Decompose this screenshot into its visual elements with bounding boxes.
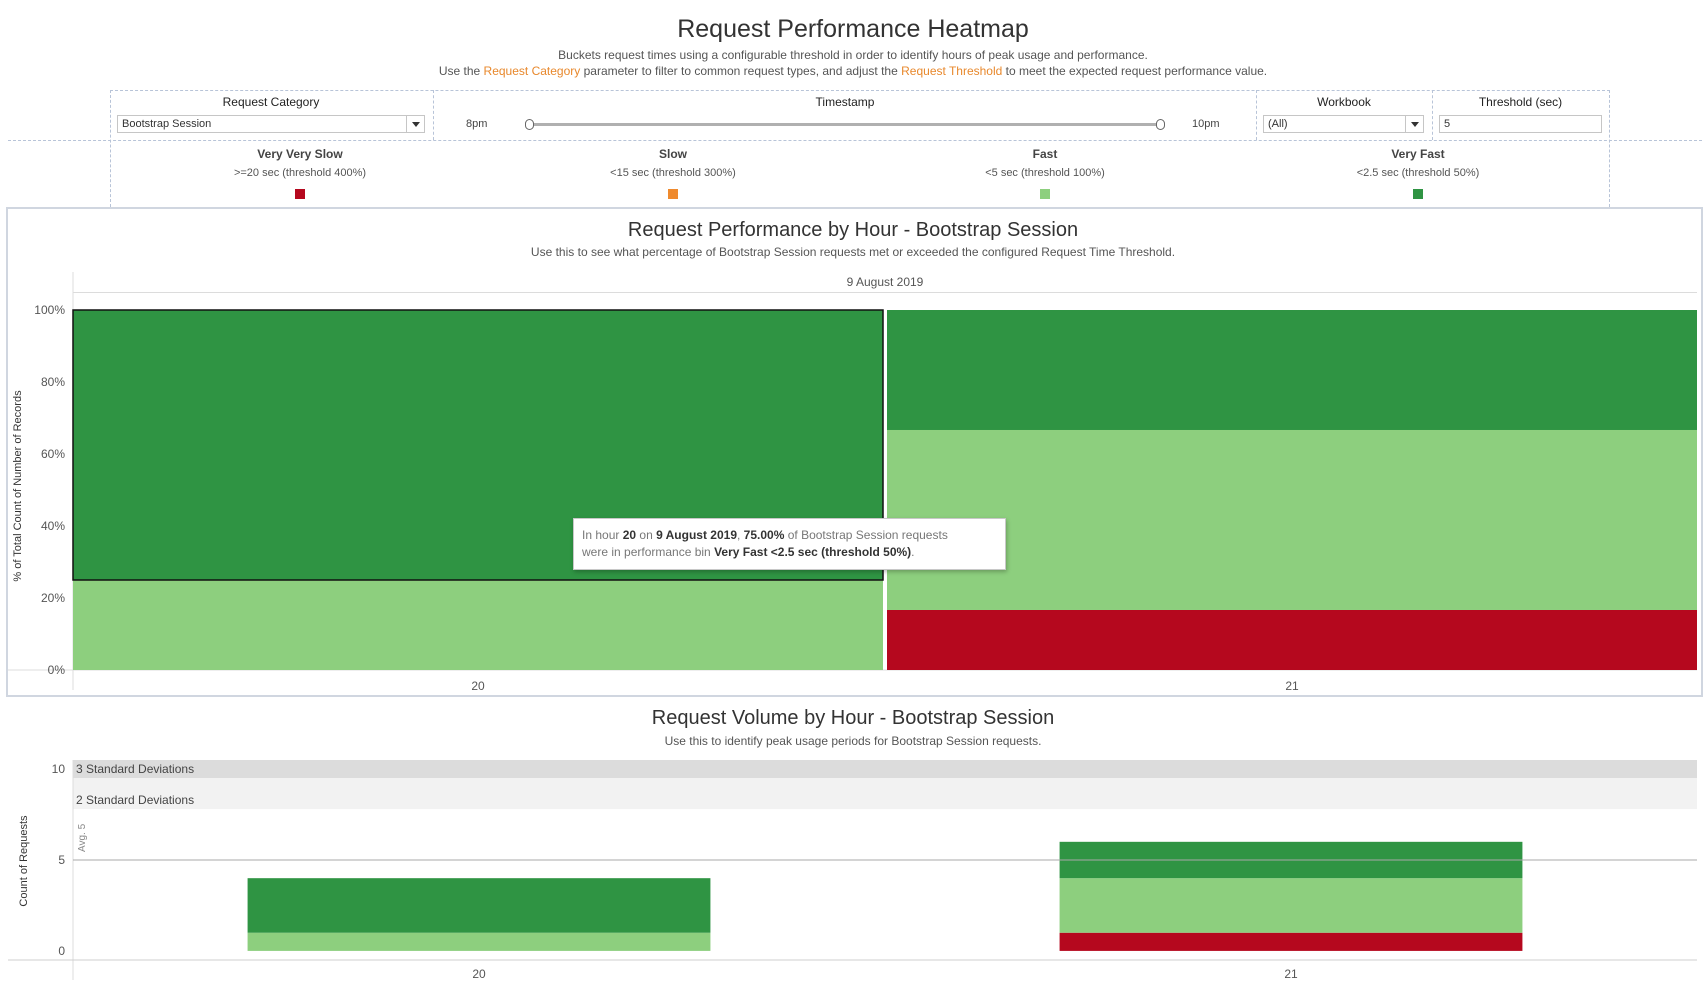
- column-header-divider: [73, 292, 1697, 293]
- workbook-dropdown[interactable]: (All): [1263, 115, 1424, 133]
- band-label: 3 Standard Deviations: [76, 762, 194, 776]
- chevron-down-icon[interactable]: [406, 116, 424, 132]
- request-threshold-link: Request Threshold: [901, 64, 1003, 78]
- y-tick-label: 0: [58, 944, 65, 958]
- timestamp-slider-track[interactable]: [529, 123, 1162, 126]
- timestamp-min-label: 8pm: [466, 118, 488, 130]
- workbook-label: Workbook: [1317, 95, 1371, 109]
- legend-title-very-fast: Very Fast: [1391, 147, 1445, 161]
- bar-segment-very-very-slow-21[interactable]: [1059, 932, 1523, 951]
- timestamp-max-label: 10pm: [1192, 118, 1220, 130]
- performance-chart-panel: [6, 207, 1703, 697]
- tooltip-line-1: In hour 20 on 9 August 2019, 75.00% of B…: [582, 528, 948, 542]
- legend-swatch-slow[interactable]: [668, 189, 678, 199]
- dashboard-subtitle-1: Buckets request times using a configurab…: [558, 48, 1148, 62]
- request-category-label: Request Category: [222, 95, 320, 109]
- legend-swatch-fast[interactable]: [1040, 189, 1050, 199]
- band-2-standard-deviations: [73, 778, 1697, 810]
- y-tick-label: 20%: [41, 591, 65, 605]
- threshold-label: Threshold (sec): [1478, 95, 1563, 109]
- y-tick-label: 80%: [41, 375, 65, 389]
- request-category-dropdown[interactable]: Bootstrap Session: [117, 115, 425, 133]
- filter-divider-left: [110, 90, 111, 207]
- request-category-link: Request Category: [483, 64, 581, 78]
- y-tick-label: 40%: [41, 519, 65, 533]
- legend-desc-very-fast: <2.5 sec (threshold 50%): [1356, 167, 1480, 179]
- legend-swatch-very-very-slow[interactable]: [295, 189, 305, 199]
- subtitle-text-b: parameter to filter to common request ty…: [580, 64, 902, 78]
- legend-title-very-very-slow: Very Very Slow: [257, 147, 343, 161]
- y-tick-label: 60%: [41, 447, 65, 461]
- x-tick-label: 20: [472, 967, 486, 981]
- performance-chart-title: Request Performance by Hour - Bootstrap …: [627, 219, 1079, 241]
- legend-desc-very-very-slow: >=20 sec (threshold 400%): [233, 167, 367, 179]
- timestamp-slider-handle-min[interactable]: [525, 119, 534, 130]
- performance-chart-subtitle: Use this to see what percentage of Boots…: [530, 245, 1176, 259]
- bar-segment-fast-20[interactable]: [247, 932, 711, 951]
- band-label: 2 Standard Deviations: [76, 793, 194, 807]
- x-tick-label: 21: [1285, 679, 1299, 693]
- filter-divider-1: [433, 90, 434, 140]
- threshold-input[interactable]: [1439, 115, 1602, 133]
- y-tick-label: 10: [52, 762, 66, 776]
- bar-segment-very-fast-21[interactable]: [887, 310, 1697, 430]
- filter-divider-top: [110, 90, 1610, 91]
- reference-line-label: Avg. 5: [77, 823, 88, 852]
- volume-chart: 3 Standard Deviations 2 Standard Deviatio…: [8, 760, 1697, 981]
- workbook-value: (All): [1268, 118, 1288, 130]
- x-tick-label: 20: [471, 679, 485, 693]
- chart-tooltip: In hour 20 on 9 August 2019, 75.00% of B…: [573, 518, 1006, 570]
- bar-segment-fast-21[interactable]: [1059, 878, 1523, 933]
- y-tick-label: 100%: [34, 303, 65, 317]
- bar-segment-fast-21[interactable]: [887, 429, 1697, 610]
- legend-title-slow: Slow: [658, 147, 687, 161]
- bar-segment-fast-20[interactable]: [73, 580, 883, 670]
- performance-chart-column-header: 9 August 2019: [846, 275, 924, 289]
- tooltip-line-2: were in performance bin Very Fast <2.5 s…: [582, 545, 915, 559]
- chevron-down-icon[interactable]: [1405, 116, 1423, 132]
- legend-title-fast: Fast: [1032, 147, 1058, 161]
- filter-divider-2: [1256, 90, 1257, 140]
- y-tick-label: 5: [58, 853, 65, 867]
- subtitle-text-a: Use the: [438, 64, 484, 78]
- legend-desc-fast: <5 sec (threshold 100%): [985, 167, 1105, 179]
- bar-segment-very-very-slow-21[interactable]: [887, 609, 1697, 670]
- timestamp-label: Timestamp: [815, 95, 875, 109]
- performance-chart: 0% 20% 40% 60% 80% 100% 20 21: [8, 272, 1697, 693]
- dashboard-title: Request Performance Heatmap: [677, 15, 1029, 43]
- timestamp-slider-handle-max[interactable]: [1156, 119, 1165, 130]
- bar-segment-very-fast-20[interactable]: [247, 878, 711, 933]
- x-tick-label: 21: [1284, 967, 1298, 981]
- filter-divider-3: [1432, 90, 1433, 140]
- subtitle-text-c: to meet the expected request performance…: [1002, 64, 1268, 78]
- filter-divider-right: [1609, 90, 1610, 207]
- volume-chart-title: Request Volume by Hour - Bootstrap Sessi…: [651, 707, 1055, 729]
- legend-desc-slow: <15 sec (threshold 300%): [610, 167, 736, 179]
- band-3-standard-deviations: [73, 760, 1697, 779]
- dashboard-subtitle-2: Use the Request Category parameter to fi…: [0, 64, 1706, 78]
- y-tick-label: 0%: [48, 663, 66, 677]
- legend-swatch-very-fast[interactable]: [1413, 189, 1423, 199]
- filter-divider-bottom: [8, 140, 1702, 141]
- request-category-value: Bootstrap Session: [122, 118, 212, 130]
- volume-chart-subtitle: Use this to identify peak usage periods …: [664, 734, 1042, 748]
